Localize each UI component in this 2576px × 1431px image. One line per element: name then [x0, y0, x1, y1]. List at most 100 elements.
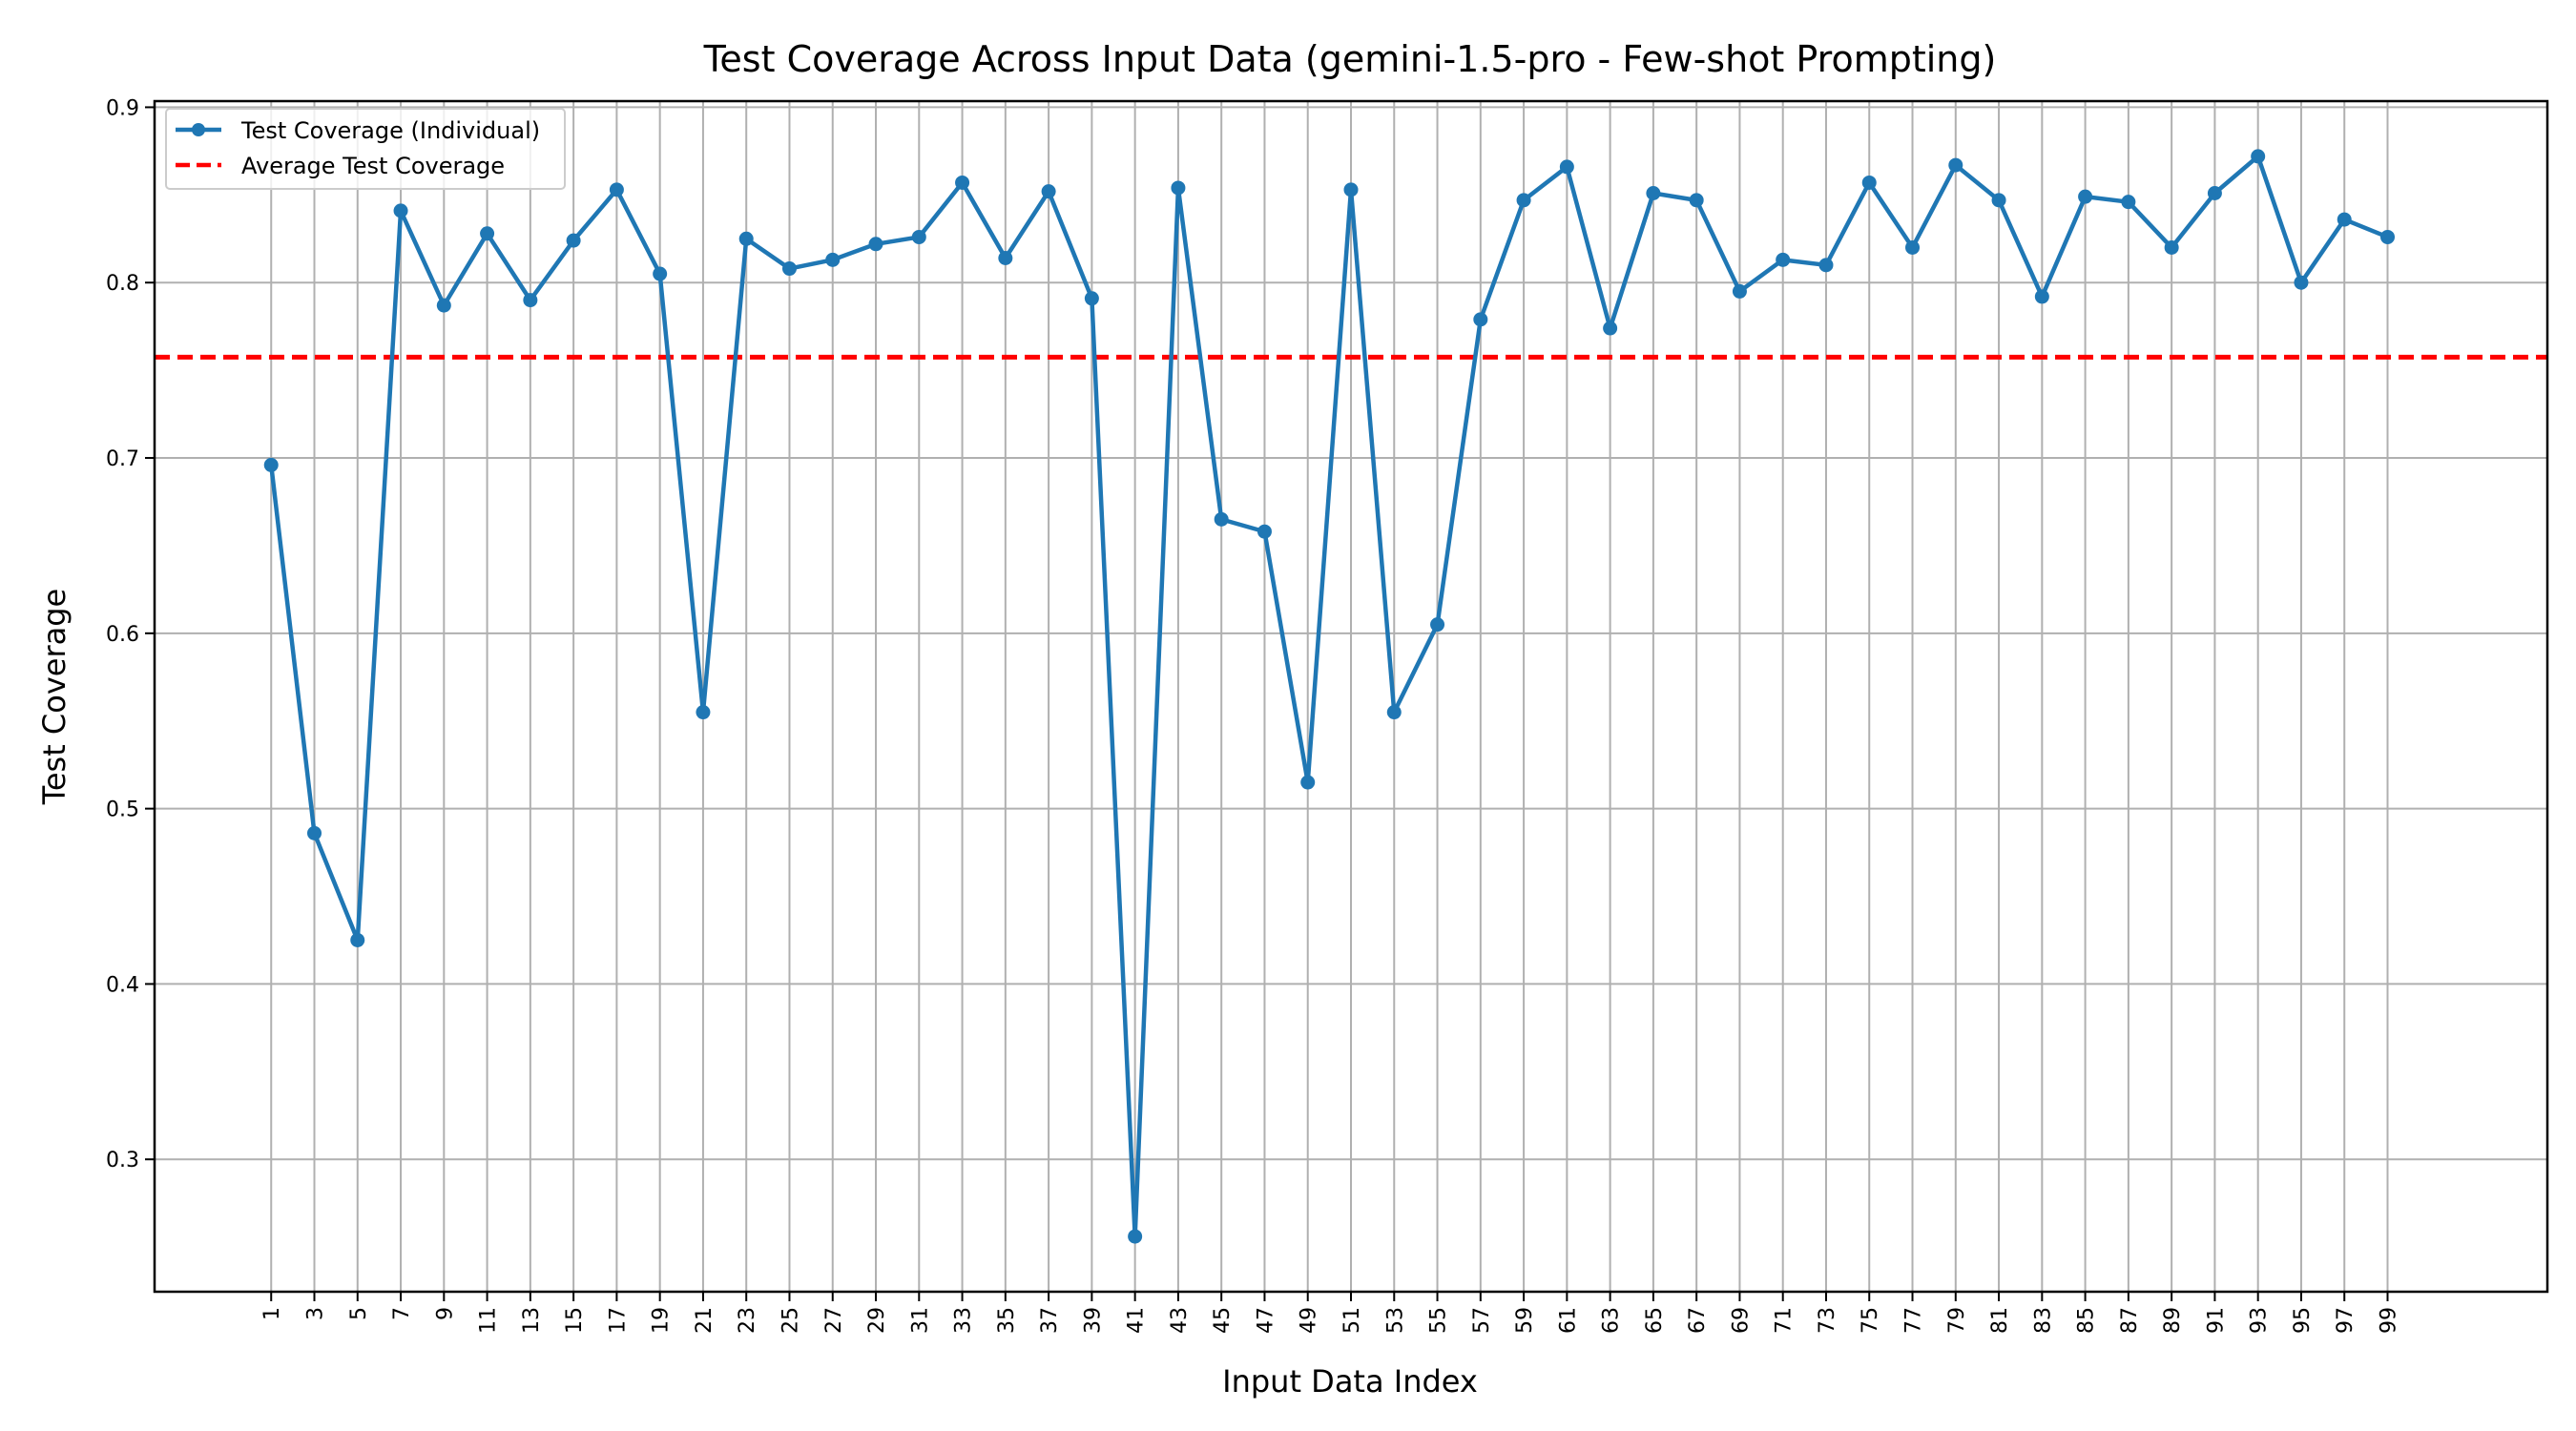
data-point: [307, 825, 322, 840]
data-point: [566, 233, 581, 248]
data-point: [609, 182, 624, 197]
x-tick-label: 15: [563, 1307, 587, 1334]
x-tick-label: 73: [1816, 1307, 1839, 1334]
data-point: [653, 266, 668, 281]
x-tick-label: 59: [1513, 1307, 1537, 1334]
data-point: [1776, 252, 1791, 267]
x-tick-label: 71: [1773, 1307, 1797, 1334]
x-tick-label: 5: [347, 1307, 371, 1320]
data-point: [696, 705, 711, 720]
data-point: [1905, 239, 1921, 255]
series-group: [263, 149, 2395, 1244]
x-tick-label: 19: [650, 1307, 674, 1334]
y-tick-label: 0.6: [106, 623, 139, 647]
data-point: [1818, 258, 1834, 273]
x-tick-label: 41: [1125, 1307, 1149, 1334]
data-point: [2379, 229, 2395, 244]
x-tick-label: 87: [2118, 1307, 2142, 1334]
data-point: [2294, 275, 2309, 290]
x-tick-label: 37: [1038, 1307, 1062, 1334]
x-tick-label: 95: [2291, 1307, 2315, 1334]
data-point: [1516, 193, 1531, 208]
x-tick-label: 13: [520, 1307, 544, 1334]
axis-ticks: 1 3 5 7 9 11 13 15 17 19 21 23 25 27 29 31 33 35 37 39 41 43 4…: [106, 96, 2400, 1334]
x-tick-label: 33: [952, 1307, 976, 1334]
data-point: [1948, 157, 1963, 173]
y-tick-label: 0.7: [106, 447, 139, 471]
x-tick-label: 81: [1988, 1307, 2012, 1334]
x-tick-label: 69: [1729, 1307, 1753, 1334]
data-point: [263, 457, 279, 472]
x-tick-label: 89: [2161, 1307, 2185, 1334]
x-tick-label: 55: [1427, 1307, 1451, 1334]
legend-series-marker-swatch: [192, 123, 205, 136]
data-point: [350, 932, 365, 947]
x-tick-label: 61: [1556, 1307, 1580, 1334]
x-tick-label: 29: [865, 1307, 889, 1334]
legend-average-label: Average Test Coverage: [241, 153, 505, 179]
x-tick-label: 23: [736, 1307, 759, 1334]
data-point: [1689, 193, 1704, 208]
data-point: [1128, 1229, 1143, 1244]
data-point: [738, 231, 754, 246]
data-point: [2207, 185, 2222, 200]
x-tick-label: 65: [1643, 1307, 1667, 1334]
x-tick-label: 83: [2031, 1307, 2055, 1334]
x-tick-label: 9: [433, 1307, 457, 1320]
x-tick-label: 1: [260, 1307, 284, 1320]
x-tick-label: 21: [693, 1307, 717, 1334]
y-tick-label: 0.3: [106, 1149, 139, 1172]
x-tick-label: 25: [779, 1307, 802, 1334]
x-tick-label: 79: [1945, 1307, 1969, 1334]
data-point: [1084, 291, 1099, 306]
data-point: [1386, 705, 1402, 720]
legend-box: [165, 108, 566, 190]
x-tick-label: 51: [1340, 1307, 1364, 1334]
x-tick-label: 7: [390, 1307, 414, 1320]
y-tick-label: 0.4: [106, 973, 139, 997]
x-tick-label: 17: [606, 1307, 630, 1334]
data-point: [2251, 149, 2266, 164]
data-point: [1991, 193, 2006, 208]
data-point: [1603, 321, 1618, 336]
data-point: [1300, 775, 1316, 790]
data-point: [436, 298, 451, 313]
data-point: [523, 293, 538, 308]
data-point: [480, 226, 495, 241]
data-point: [1343, 182, 1359, 197]
x-tick-label: 97: [2334, 1307, 2358, 1334]
x-tick-label: 53: [1383, 1307, 1407, 1334]
data-point: [2337, 212, 2352, 227]
x-tick-label: 49: [1298, 1307, 1321, 1334]
x-tick-label: 45: [1211, 1307, 1235, 1334]
data-point: [1430, 617, 1445, 633]
y-tick-label: 0.9: [106, 96, 139, 120]
grid-lines: [155, 101, 2547, 1292]
data-point: [2121, 195, 2136, 210]
data-point: [1861, 175, 1877, 190]
data-point: [825, 252, 841, 267]
data-point: [1646, 185, 1661, 200]
y-tick-label: 0.5: [106, 798, 139, 822]
x-tick-label: 77: [1902, 1307, 1926, 1334]
y-axis-label: Test Coverage: [36, 589, 73, 806]
x-tick-label: 39: [1081, 1307, 1105, 1334]
data-point: [2034, 289, 2049, 304]
data-point: [1171, 180, 1186, 196]
y-tick-label: 0.8: [106, 272, 139, 296]
legend: Test Coverage (Individual) Average Test …: [165, 108, 566, 190]
data-point: [911, 229, 926, 244]
data-point: [1214, 511, 1229, 527]
x-tick-label: 11: [477, 1307, 501, 1334]
data-point: [2164, 239, 2179, 255]
data-point: [1257, 524, 1272, 539]
legend-series-label: Test Coverage (Individual): [240, 117, 540, 144]
data-point: [1041, 184, 1056, 199]
x-tick-label: 85: [2075, 1307, 2099, 1334]
data-point: [868, 237, 883, 252]
series-line: [268, 154, 2389, 1239]
x-tick-label: 75: [1859, 1307, 1882, 1334]
x-tick-label: 91: [2204, 1307, 2228, 1334]
data-point: [393, 203, 408, 218]
